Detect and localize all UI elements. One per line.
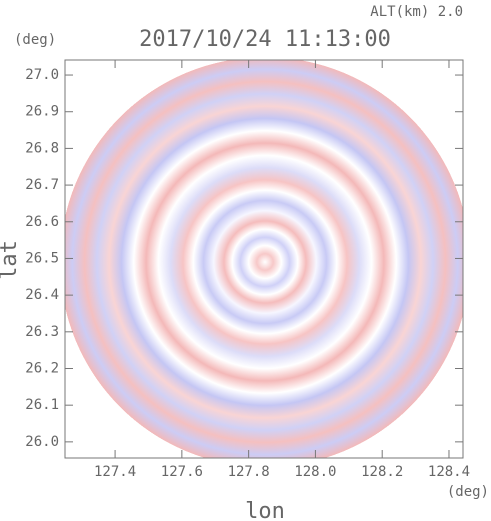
y-tick-label: 26.3 <box>25 324 59 340</box>
y-label: lat <box>0 240 22 280</box>
x-tick-label: 128.2 <box>361 464 403 480</box>
x-label: lon <box>245 499 285 521</box>
plot-frame <box>64 59 464 459</box>
chart-title: 2017/10/24 11:13:00 <box>139 27 391 52</box>
y-tick-label: 26.8 <box>25 140 59 156</box>
y-tick-label: 26.1 <box>25 397 59 413</box>
x-tick-label: 128.4 <box>428 464 470 480</box>
y-tick-label: 26.0 <box>25 434 59 450</box>
x-tick-label: 128.0 <box>294 464 336 480</box>
x-tick-label: 127.4 <box>94 464 136 480</box>
x-unit: (deg) <box>447 484 489 500</box>
annotation: ALT(km) 2.0 <box>370 4 463 20</box>
y-tick-label: 26.7 <box>25 177 59 193</box>
y-tick-label: 26.9 <box>25 104 59 120</box>
y-tick-label: 26.4 <box>25 287 59 303</box>
x-tick-label: 127.8 <box>228 464 270 480</box>
radar-disk <box>65 60 463 458</box>
x-tick-label: 127.6 <box>161 464 203 480</box>
y-unit: (deg) <box>14 32 56 48</box>
y-tick-label: 26.2 <box>25 360 59 376</box>
y-tick-label: 26.6 <box>25 214 59 230</box>
radar-field <box>65 60 463 458</box>
y-tick-label: 27.0 <box>25 67 59 83</box>
y-tick-label: 26.5 <box>25 250 59 266</box>
